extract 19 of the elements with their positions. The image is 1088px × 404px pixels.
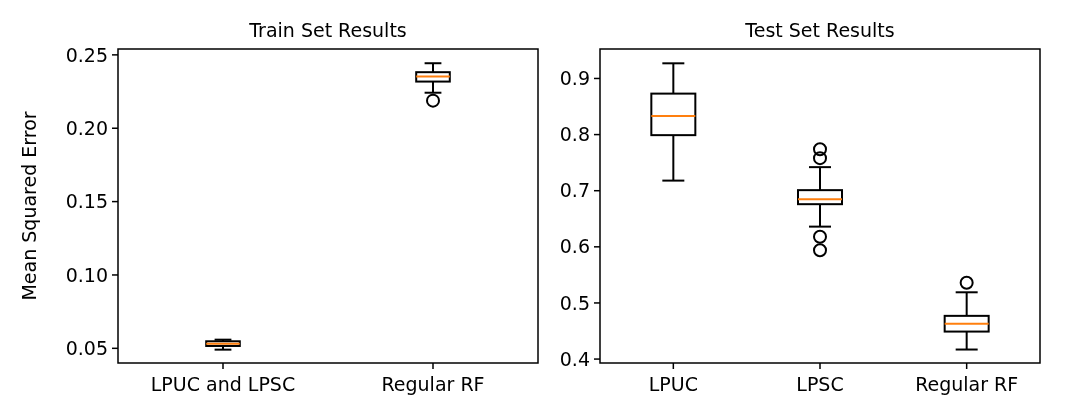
- y-tick-label: 0.8: [559, 123, 590, 146]
- y-axis-title: Mean Squared Error: [18, 111, 40, 301]
- y-tick-label: 0.6: [559, 235, 590, 258]
- x-tick-label: LPUC: [648, 373, 698, 395]
- y-tick-label: 0.10: [65, 263, 108, 286]
- y-tick-label: 0.4: [559, 347, 590, 370]
- y-tick-label: 0.5: [559, 291, 590, 314]
- x-tick-label: Regular RF: [381, 373, 485, 395]
- y-tick-label: 0.05: [65, 336, 108, 359]
- x-tick-label: LPSC: [796, 373, 844, 395]
- x-tick-label: Regular RF: [915, 373, 1019, 395]
- chart-title: Test Set Results: [744, 19, 895, 41]
- y-tick-label: 0.20: [65, 116, 108, 139]
- y-tick-label: 0.15: [65, 190, 108, 213]
- chart-title: Train Set Results: [248, 19, 407, 41]
- y-tick-label: 0.7: [559, 179, 590, 202]
- y-tick-label: 0.25: [65, 43, 108, 66]
- x-tick-label: LPUC and LPSC: [150, 373, 296, 395]
- y-tick-label: 0.9: [559, 67, 590, 90]
